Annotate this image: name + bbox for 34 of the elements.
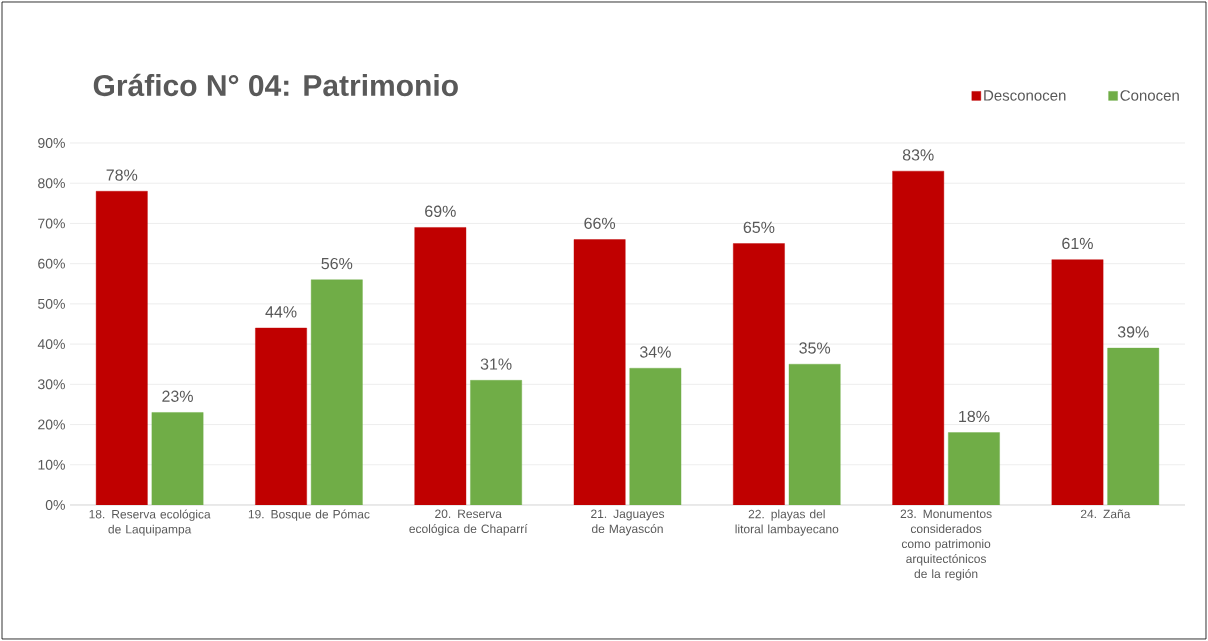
data-label: 61%	[1062, 237, 1093, 250]
data-label: 65%	[743, 221, 775, 234]
x-tick-label: 19. Bosque de Pómac	[248, 509, 370, 521]
x-tick-label: 22. playas del litoral lambayecano	[735, 509, 839, 536]
data-label: 69%	[425, 205, 456, 217]
y-tick-label: 80%	[38, 178, 65, 189]
data-label: 66%	[584, 217, 616, 229]
data-label: 39%	[1117, 326, 1149, 338]
data-label: 78%	[106, 169, 138, 181]
y-tick-label: 60%	[38, 258, 65, 269]
y-tick-label: 10%	[38, 459, 65, 470]
y-tick-label: 0%	[45, 500, 65, 510]
data-label: 31%	[480, 358, 512, 370]
x-tick-label: 18. Reserva ecológica de Laquipampa	[89, 509, 211, 536]
data-label: 23%	[162, 390, 193, 402]
x-tick-label: 24. Zaña	[1080, 509, 1131, 519]
y-tick-label: 20%	[38, 419, 65, 430]
y-tick-label: 70%	[38, 218, 65, 229]
data-label: 44%	[265, 306, 297, 318]
data-label: 56%	[321, 257, 353, 270]
x-tick-label: 23. Monumentos considerados como patrimonio arquitectónicos de la región	[900, 509, 992, 581]
legend-label: Conocen	[1120, 90, 1179, 101]
data-label: 83%	[902, 149, 934, 161]
y-tick-label: 50%	[38, 298, 65, 309]
data-label: 34%	[639, 346, 671, 358]
data-label: 35%	[799, 342, 831, 354]
y-tick-label: 40%	[37, 339, 65, 350]
x-tick-label: 21. Jaguayes de Mayascón	[591, 509, 665, 536]
chart-title: Gráfico N° 04: Patrimonio	[93, 73, 458, 97]
y-tick-label: 30%	[37, 379, 65, 390]
x-tick-label: 20. Reserva ecológica de Chaparrí	[409, 509, 528, 536]
legend-label: Desconocen	[984, 90, 1066, 101]
data-label: 18%	[959, 410, 990, 423]
y-tick-label: 90%	[38, 138, 65, 148]
